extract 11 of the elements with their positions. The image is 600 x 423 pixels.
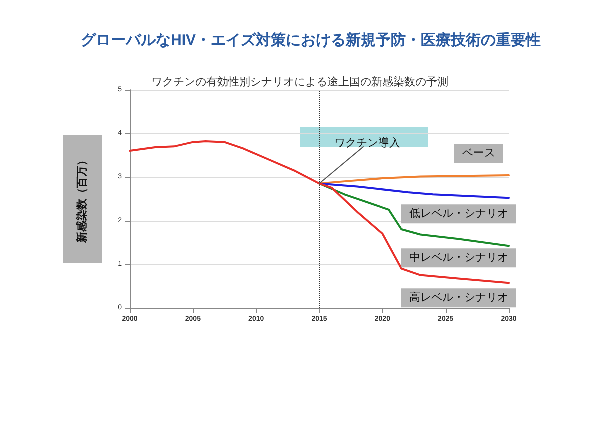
chart-title: グローバルなHIV・エイズ対策における新規予防・医療技術の重要性: [81, 31, 542, 49]
series-label: 高レベル・シナリオ: [410, 291, 508, 304]
y-axis-title: 新感染数（百万）: [76, 155, 88, 244]
series-label: 低レベル・シナリオ: [410, 208, 508, 220]
annotation: ワクチン導入: [334, 136, 401, 150]
series-label: ベース: [462, 147, 496, 160]
series-label: 中レベル・シナリオ: [410, 251, 508, 264]
line-series: [318, 182, 510, 248]
line-series: [318, 182, 510, 200]
chart-subtitle: ワクチンの有効性別シナリオによる途上国の新感染数の予測: [152, 76, 448, 88]
line-series: [318, 174, 510, 185]
